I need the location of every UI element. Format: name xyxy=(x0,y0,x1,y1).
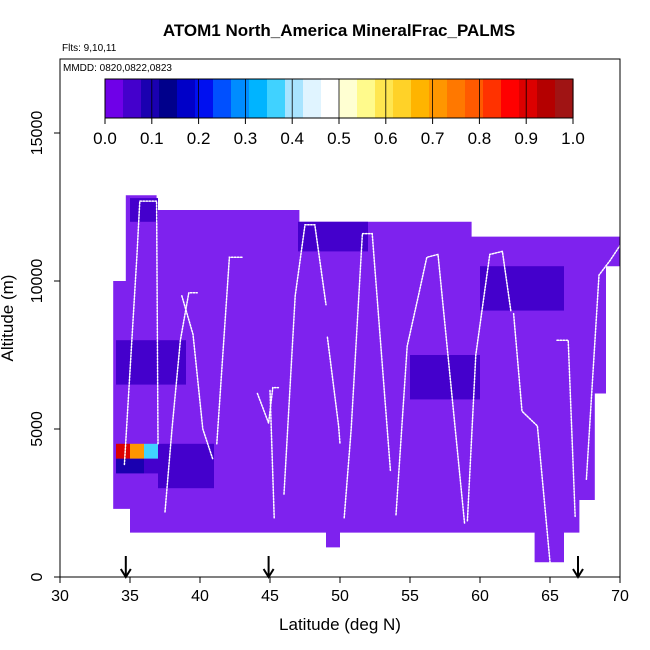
y-axis: 0 5000 10000 15000 xyxy=(29,111,60,581)
colorbar-swatch xyxy=(159,79,178,118)
colorbar-swatch xyxy=(177,79,196,118)
colorbar-tick-label: 0.0 xyxy=(93,129,117,148)
colorbar: 0.0 0.1 0.2 0.3 0.4 0.5 0.6 0.7 0.8 0.9 1.0 xyxy=(93,78,585,148)
colorbar-dividers xyxy=(151,79,527,118)
colorbar-tick-label: 0.7 xyxy=(421,129,445,148)
x-axis: 30 35 40 45 50 55 60 65 70 xyxy=(51,577,629,605)
x-tick-label: 55 xyxy=(401,588,419,605)
flight-track xyxy=(326,336,341,445)
colorbar-tick-label: 0.3 xyxy=(234,129,258,148)
colorbar-tick-label: 0.1 xyxy=(140,129,164,148)
colorbar-swatch xyxy=(339,79,358,118)
heatmap-cell xyxy=(410,355,480,400)
heatmap-cell xyxy=(130,443,144,459)
x-tick-label: 30 xyxy=(51,588,69,605)
heatmap-cell xyxy=(480,266,564,311)
colorbar-ticks: 0.0 0.1 0.2 0.3 0.4 0.5 0.6 0.7 0.8 0.9 1.0 xyxy=(93,118,585,148)
colorbar-tick-label: 0.8 xyxy=(468,129,492,148)
x-tick-label: 65 xyxy=(541,588,559,605)
colorbar-swatch xyxy=(213,79,232,118)
flight-tracks xyxy=(123,200,621,563)
heatmap-cells xyxy=(116,198,564,489)
x-tick-label: 50 xyxy=(331,588,349,605)
colorbar-swatch xyxy=(105,79,124,118)
flight-track xyxy=(283,224,327,495)
heatmap-cell xyxy=(116,443,130,459)
flight-track xyxy=(343,232,392,519)
down-arrow xyxy=(572,556,584,579)
x-axis-label: Latitude (deg N) xyxy=(279,615,401,634)
colorbar-tick-label: 0.2 xyxy=(187,129,211,148)
colorbar-swatch xyxy=(501,79,520,118)
colorbar-swatch xyxy=(555,79,574,118)
flight-track xyxy=(466,250,512,522)
colorbar-swatch xyxy=(519,79,538,118)
colorbar-swatch xyxy=(195,79,214,118)
colorbar-swatch xyxy=(123,79,142,118)
colorbar-swatch xyxy=(483,79,502,118)
flight-arrows xyxy=(119,556,584,579)
flight-track xyxy=(512,312,551,563)
flight-track xyxy=(269,389,275,519)
x-tick-label: 60 xyxy=(471,588,489,605)
flight-track xyxy=(181,295,214,460)
heatmap-cell xyxy=(130,458,144,474)
colorbar-swatch xyxy=(447,79,466,118)
flight-track xyxy=(395,253,466,525)
colorbar-tick-label: 0.4 xyxy=(280,129,304,148)
flight-track xyxy=(585,244,621,481)
flight-track xyxy=(556,339,576,519)
colorbar-swatch xyxy=(537,79,556,118)
x-tick-label: 35 xyxy=(121,588,139,605)
flights-note: Flts: 9,10,11 xyxy=(62,43,117,54)
colorbar-swatch xyxy=(141,79,160,118)
down-arrow xyxy=(119,556,132,579)
y-tick-label: 0 xyxy=(29,572,46,581)
colorbar-swatch xyxy=(231,79,250,118)
flight-track xyxy=(216,256,243,445)
colorbar-swatch xyxy=(285,79,304,118)
colorbar-swatch xyxy=(267,79,286,118)
colorbar-swatch xyxy=(303,79,322,118)
colorbar-tick-label: 0.6 xyxy=(374,129,398,148)
heatmap-cell xyxy=(144,443,158,459)
flight-track xyxy=(123,200,159,466)
dates-note: MMDD: 0820,0822,0823 xyxy=(63,63,172,74)
colorbar-swatch xyxy=(429,79,448,118)
colorbar-swatch xyxy=(357,79,376,118)
heatmap-cell xyxy=(144,458,158,474)
y-tick-label: 5000 xyxy=(29,411,46,447)
colorbar-tick-label: 0.5 xyxy=(327,129,351,148)
colorbar-swatch xyxy=(375,79,394,118)
plot-area xyxy=(59,58,621,579)
heatmap-cell xyxy=(116,340,186,385)
heatmap-cell xyxy=(130,198,158,222)
heatmap-cell xyxy=(298,221,368,252)
colorbar-tick-label: 1.0 xyxy=(561,129,585,148)
chart-title: ATOM1 North_America MineralFrac_PALMS xyxy=(163,21,515,40)
colorbar-swatch xyxy=(393,79,412,118)
colorbar-tick-label: 0.9 xyxy=(514,129,538,148)
colorbar-swatch xyxy=(411,79,430,118)
heatmap-cell xyxy=(116,458,130,474)
flight-track xyxy=(164,292,198,513)
colorbar-swatch xyxy=(321,79,340,118)
x-tick-label: 45 xyxy=(261,588,279,605)
colorbar-gradient xyxy=(105,79,574,118)
x-tick-label: 40 xyxy=(191,588,209,605)
heatmap-cell xyxy=(158,443,214,489)
y-tick-label: 15000 xyxy=(29,111,46,156)
colorbar-swatch xyxy=(465,79,484,118)
y-tick-label: 10000 xyxy=(29,259,46,304)
down-arrow xyxy=(262,556,275,579)
y-axis-label: Altitude (m) xyxy=(0,275,17,362)
x-tick-label: 70 xyxy=(611,588,629,605)
colorbar-swatch xyxy=(249,79,268,118)
